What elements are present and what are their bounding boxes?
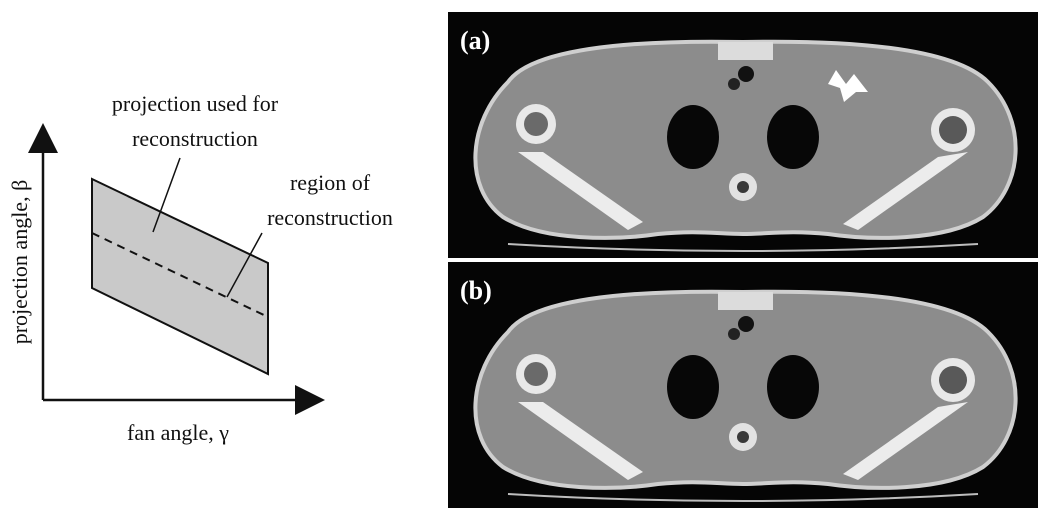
- ct-image-panel-a: (a): [448, 12, 1038, 258]
- projection-region: [91, 177, 269, 376]
- region-leader: [226, 232, 263, 298]
- x-axis-label: fan angle, γ: [127, 420, 229, 445]
- reconstruction-line: [91, 232, 269, 318]
- artifact-arrow-icon: [828, 70, 868, 102]
- projection-region-diagram: projection used for reconstruction regio…: [7, 91, 393, 445]
- ct-image-panel-b: (b): [448, 262, 1038, 508]
- ct-scan-image-a: [473, 39, 1018, 252]
- panel-label-b: (b): [460, 276, 492, 305]
- panel-label-a: (a): [460, 26, 491, 55]
- y-axis-label: projection angle, β: [7, 180, 32, 345]
- projection-label-line2: reconstruction: [132, 126, 258, 151]
- ct-scan-image-b: [473, 289, 1018, 502]
- projection-leader: [152, 157, 181, 233]
- region-label-line1: region of: [290, 170, 371, 195]
- region-label-line2: reconstruction: [267, 205, 393, 230]
- projection-label-line1: projection used for: [112, 91, 279, 116]
